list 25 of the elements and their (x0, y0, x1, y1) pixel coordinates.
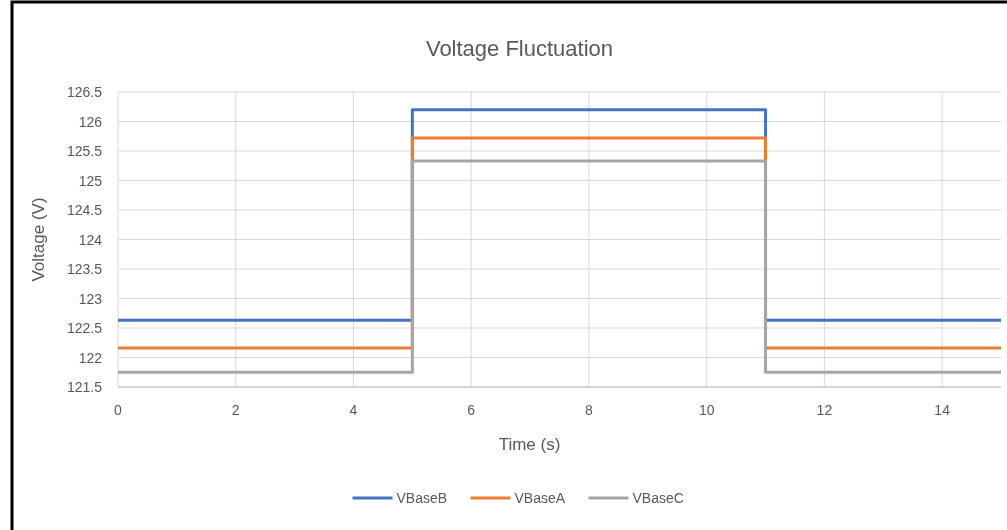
y-tick-label: 124.5 (66, 202, 103, 218)
x-tick-label: 12 (816, 402, 833, 418)
y-tick-label: 124 (78, 231, 103, 248)
y-tick-label: 125 (78, 172, 103, 189)
y-tick-label: 121.5 (66, 379, 103, 395)
y-tick-label: 125.5 (66, 143, 103, 159)
y-tick-label: 126.5 (66, 84, 103, 100)
x-tick-label: 8 (585, 402, 594, 418)
x-tick-label: 2 (231, 402, 240, 418)
y-tick-label: 122.5 (66, 320, 103, 336)
x-axis-title: Time (s) (498, 435, 561, 454)
x-tick-label: 10 (698, 402, 715, 418)
y-axis-title: Voltage (V) (29, 197, 48, 282)
x-tick-label: 14 (934, 402, 951, 418)
legend-label: VBaseC (632, 490, 684, 506)
legend-label: VBaseA (514, 490, 566, 506)
y-tick-label: 123 (78, 290, 103, 307)
x-tick-label: 0 (114, 402, 123, 418)
chart-title: Voltage Fluctuation (425, 36, 614, 61)
y-tick-label: 122 (78, 349, 103, 366)
legend-label: VBaseB (396, 490, 448, 506)
y-tick-label: 123.5 (66, 261, 103, 277)
y-tick-label: 126 (78, 113, 103, 130)
x-tick-label: 4 (349, 402, 358, 418)
x-tick-label: 6 (467, 402, 476, 418)
